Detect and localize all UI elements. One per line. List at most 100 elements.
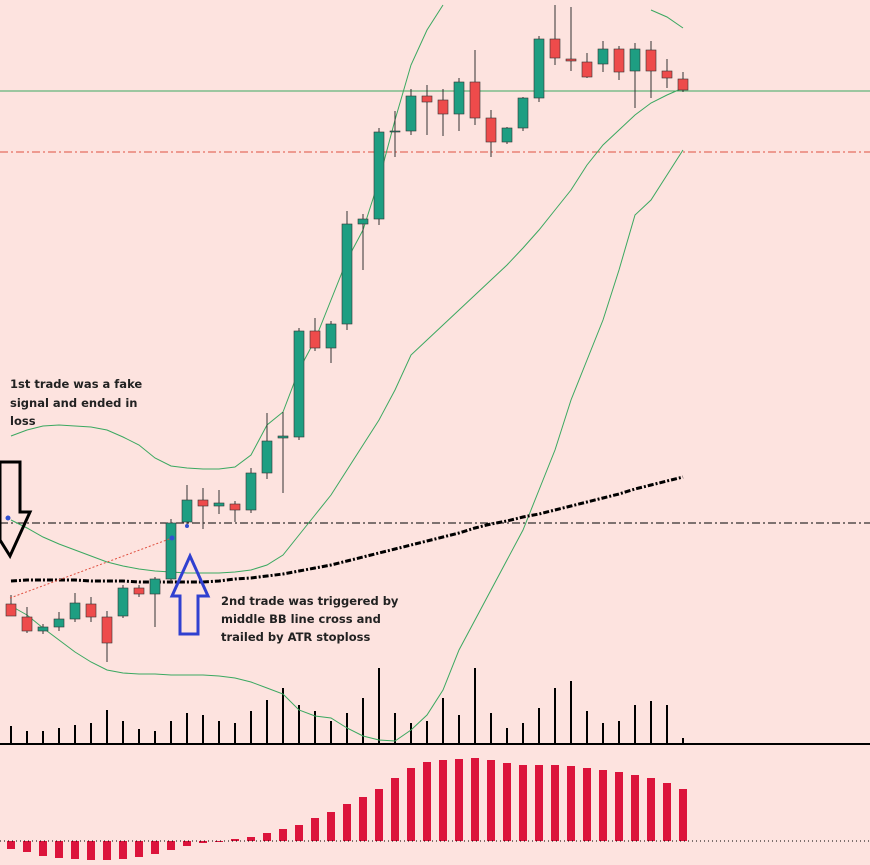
oscillator-bar <box>135 841 143 857</box>
oscillator-bar <box>423 762 431 841</box>
oscillator-bar <box>471 758 479 841</box>
oscillator-bar <box>375 789 383 841</box>
oscillator-bar <box>391 778 399 841</box>
candle-body <box>293 330 305 438</box>
candle-body <box>469 81 481 119</box>
moving-average <box>10 475 684 584</box>
candle-body <box>341 223 353 325</box>
up-arrow <box>169 552 211 636</box>
oscillator-bar <box>103 841 111 860</box>
annotation: middle BB line cross and <box>221 612 381 626</box>
oscillator-bar <box>71 841 79 859</box>
oscillator-bar <box>519 765 527 841</box>
oscillator-bar <box>679 789 687 841</box>
candle-body <box>181 499 193 523</box>
oscillator-bar <box>119 841 127 859</box>
candle-body <box>5 603 17 617</box>
oscillator-bar <box>439 760 447 841</box>
candle-body <box>357 218 369 225</box>
candle-body <box>133 587 145 595</box>
oscillator-bar <box>279 829 287 841</box>
candle-body <box>661 70 673 79</box>
oscillator-bar <box>455 759 463 841</box>
oscillator-bar <box>631 775 639 841</box>
oscillator-bar <box>551 765 559 841</box>
oscillator-bar <box>407 768 415 841</box>
candle-body <box>149 578 161 595</box>
down-arrow <box>0 460 33 560</box>
lower-band <box>10 149 684 742</box>
candle-body <box>85 603 97 618</box>
oscillator-bar <box>567 766 575 841</box>
candle-body <box>677 78 689 91</box>
oscillator-bar <box>327 812 335 841</box>
oscillator-bar <box>583 768 591 841</box>
candle-body <box>69 602 81 620</box>
annotation: signal and ended in <box>10 396 137 410</box>
upper-band <box>10 4 684 470</box>
oscillator-bar <box>167 841 175 850</box>
oscillator-bar <box>199 841 207 843</box>
candle-body <box>453 81 465 115</box>
oscillator-bar <box>599 770 607 841</box>
oscillator-bar <box>311 818 319 841</box>
candle-body <box>37 626 49 632</box>
oscillator-bar <box>7 841 15 849</box>
annotation: 2nd trade was triggered by <box>221 594 399 608</box>
entry-marker <box>169 535 175 541</box>
candle-body <box>485 117 497 143</box>
candle-body <box>437 99 449 115</box>
candle-body <box>597 48 609 65</box>
oscillator-bar <box>263 833 271 841</box>
candle-body <box>53 618 65 628</box>
candle-body <box>229 503 241 511</box>
candle-body <box>629 48 641 72</box>
marks <box>0 4 870 860</box>
oscillator-bar <box>23 841 31 852</box>
candle-body <box>405 95 417 132</box>
candle-body <box>645 49 657 72</box>
oscillator-bar <box>183 841 191 846</box>
oscillator-bar <box>247 837 255 841</box>
oscillator-bar <box>343 804 351 841</box>
candle-body <box>565 58 577 62</box>
candle-body <box>277 435 289 439</box>
candle-body <box>517 97 529 129</box>
oscillator-bar <box>535 765 543 841</box>
candle-body <box>533 38 545 99</box>
entry-marker <box>5 515 11 521</box>
oscillator-bar <box>359 797 367 841</box>
candle-body <box>197 499 209 507</box>
candle-body <box>501 127 513 143</box>
oscillator-bar <box>615 772 623 841</box>
entry-marker <box>185 524 189 528</box>
candle-body <box>261 440 273 474</box>
candle-body <box>581 61 593 78</box>
trade-line <box>9 537 173 599</box>
candle-body <box>165 522 177 580</box>
oscillator-bar <box>647 778 655 841</box>
oscillator-bar <box>487 760 495 841</box>
candle-body <box>325 323 337 349</box>
oscillator-bar <box>231 839 239 841</box>
annotation: loss <box>10 414 36 428</box>
candle-body <box>421 95 433 103</box>
candle-body <box>309 330 321 349</box>
candle-body <box>21 616 33 632</box>
oscillator-bar <box>151 841 159 854</box>
annotation: 1st trade was a fake <box>10 377 142 391</box>
candle-body <box>389 130 401 133</box>
oscillator-bar <box>295 825 303 841</box>
candle-body <box>101 616 113 644</box>
candle-body <box>245 472 257 511</box>
candle-body <box>549 38 561 59</box>
annotation: trailed by ATR stoploss <box>221 630 370 644</box>
candle-body <box>373 131 385 220</box>
oscillator-bar <box>503 763 511 841</box>
oscillator-bar <box>87 841 95 860</box>
oscillator-bar <box>215 841 223 842</box>
oscillator-bar <box>663 783 671 841</box>
